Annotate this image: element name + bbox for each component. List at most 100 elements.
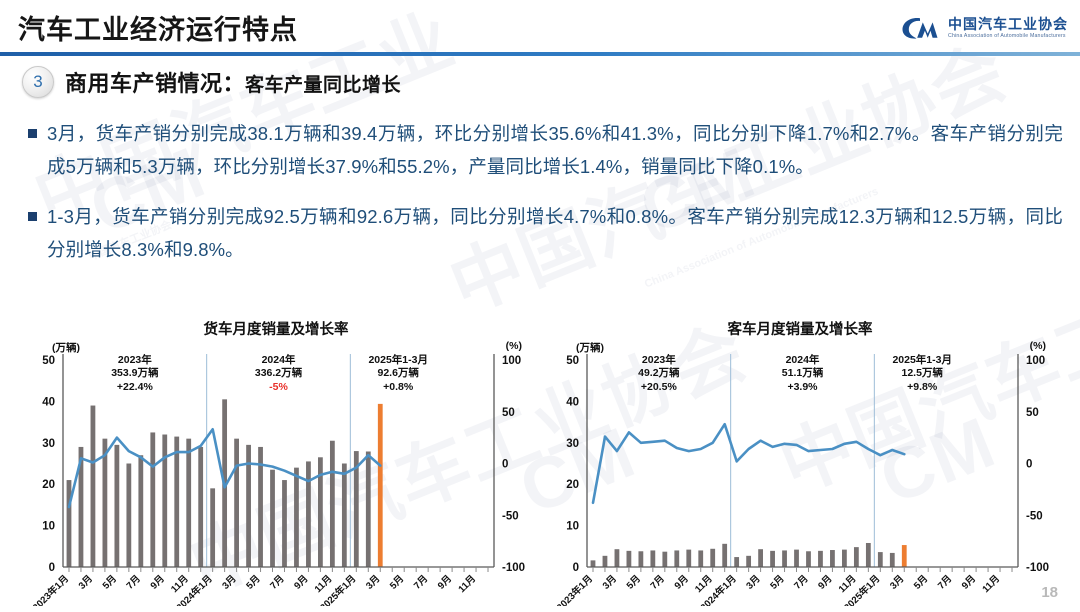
svg-text:0: 0 (1026, 459, 1032, 471)
svg-text:3月: 3月 (364, 573, 382, 591)
y2-axis-unit-label: (%) (1029, 340, 1046, 352)
svg-text:50: 50 (42, 355, 55, 367)
svg-text:3月: 3月 (888, 573, 906, 591)
svg-text:7月: 7月 (268, 573, 286, 591)
section-heading: 3 商用车产销情况：客车产量同比增长 (22, 66, 401, 98)
annotation-period: 2023年 (641, 354, 676, 366)
y-axis-unit-label: (万辆) (52, 342, 80, 354)
period-annotation: 2024年 51.1万辆 +3.9% (743, 354, 863, 394)
annotation-period: 2024年 (261, 354, 296, 366)
svg-text:-100: -100 (1026, 562, 1049, 574)
annotation-growth: +20.5% (640, 380, 677, 393)
svg-text:0: 0 (573, 562, 579, 574)
svg-text:2023年1月: 2023年1月 (554, 573, 595, 606)
svg-text:20: 20 (42, 479, 55, 491)
svg-text:-100: -100 (502, 562, 525, 574)
svg-text:7月: 7月 (649, 573, 667, 591)
section-title-sub: 客车产量同比增长 (245, 75, 402, 96)
annotation-growth: +9.8% (907, 380, 938, 393)
svg-text:-50: -50 (1026, 510, 1043, 522)
section-title: 商用车产销情况：客车产量同比增长 (65, 66, 401, 98)
svg-text:5月: 5月 (625, 573, 643, 591)
annotation-total: 336.2万辆 (254, 367, 303, 380)
svg-text:100: 100 (1026, 355, 1045, 367)
annotation-period: 2025年1-3月 (892, 354, 952, 366)
annotation-period: 2024年 (785, 354, 820, 366)
svg-text:40: 40 (42, 396, 55, 408)
svg-text:3月: 3月 (77, 573, 95, 591)
brand-logo: 中国汽车工业协会 China Association of Automobile… (899, 10, 1068, 46)
page-title: 汽车工业经济运行特点 (18, 15, 298, 45)
annotation-total: 49.2万辆 (638, 367, 680, 380)
page-header: 汽车工业经济运行特点 中国汽车工业协会 China Association of… (0, 0, 1080, 56)
svg-text:9月: 9月 (292, 573, 310, 591)
list-item: 3月，货车产销分别完成38.1万辆和39.4万辆，环比分别增长35.6%和41.… (28, 118, 1063, 184)
svg-text:100: 100 (502, 355, 521, 367)
svg-text:5月: 5月 (768, 573, 786, 591)
annotation-growth: -5% (269, 380, 288, 393)
bullet-square-icon (28, 129, 37, 138)
header-divider (0, 52, 1080, 56)
svg-text:5月: 5月 (912, 573, 930, 591)
svg-text:9月: 9月 (149, 573, 167, 591)
svg-text:5月: 5月 (388, 573, 406, 591)
y2-axis-unit-label: (%) (505, 340, 522, 352)
svg-text:20: 20 (566, 479, 579, 491)
cam-logo-icon (902, 17, 938, 39)
svg-text:11月: 11月 (980, 573, 1002, 595)
period-annotation: 2024年 336.2万辆 -5% (219, 354, 339, 394)
list-item: 1-3月，货车产销分别完成92.5万辆和92.6万辆，同比分别增长4.7%和0.… (28, 201, 1063, 267)
svg-text:50: 50 (502, 407, 515, 419)
svg-text:7月: 7月 (936, 573, 954, 591)
period-annotation: 2025年1-3月 12.5万辆 +9.8% (862, 354, 982, 394)
bullet-text: 1-3月，货车产销分别完成92.5万辆和92.6万辆，同比分别增长4.7%和0.… (47, 205, 1063, 260)
period-annotation: 2023年 49.2万辆 +20.5% (599, 354, 719, 394)
svg-text:50: 50 (1026, 407, 1039, 419)
svg-text:7月: 7月 (792, 573, 810, 591)
page-number: 18 (1041, 584, 1058, 601)
logo-title-en: China Association of Automobile Manufact… (948, 32, 1066, 39)
annotation-total: 353.9万辆 (111, 367, 159, 380)
section-title-main: 商用车产销情况： (65, 71, 246, 96)
logo-title-cn: 中国汽车工业协会 (948, 15, 1068, 32)
bullet-square-icon (28, 211, 37, 221)
svg-text:11月: 11月 (456, 573, 478, 595)
period-annotation: 2025年1-3月 92.6万辆 +0.8% (338, 354, 458, 394)
svg-text:5月: 5月 (244, 573, 262, 591)
svg-text:10: 10 (566, 521, 579, 533)
bus-monthly-sales-chart: 客车月度销量及增长率 (万辆) (%) 50 40 30 20 10 0 100 50 0 -50… (540, 318, 1060, 606)
chart-title: 客车月度销量及增长率 (727, 322, 873, 338)
svg-text:7月: 7月 (125, 573, 143, 591)
section-number-badge: 3 (22, 66, 54, 98)
y-axis-unit-label: (万辆) (576, 342, 604, 354)
svg-text:9月: 9月 (960, 573, 978, 591)
svg-text:10: 10 (42, 521, 55, 533)
svg-text:50: 50 (566, 355, 579, 367)
annotation-period: 2025年1-3月 (368, 354, 428, 366)
annotation-total: 12.5万辆 (901, 367, 943, 380)
bullet-list: 3月，货车产销分别完成38.1万辆和39.4万辆，环比分别增长35.6%和41.… (28, 118, 1063, 284)
svg-text:0: 0 (502, 459, 508, 471)
svg-text:3月: 3月 (220, 573, 238, 591)
svg-text:30: 30 (566, 438, 579, 450)
svg-text:7月: 7月 (412, 573, 430, 591)
svg-text:9月: 9月 (436, 573, 454, 591)
annotation-total: 51.1万辆 (781, 367, 824, 380)
svg-text:2023年1月: 2023年1月 (30, 573, 71, 606)
annotation-growth: +0.8% (383, 380, 414, 393)
svg-text:5月: 5月 (101, 573, 119, 591)
svg-text:3月: 3月 (744, 573, 762, 591)
chart-title: 货车月度销量及增长率 (203, 322, 349, 338)
annotation-growth: +3.9% (787, 380, 818, 393)
annotation-total: 92.6万辆 (377, 367, 419, 380)
svg-text:9月: 9月 (816, 573, 834, 591)
svg-text:9月: 9月 (673, 573, 691, 591)
svg-text:-50: -50 (502, 510, 519, 522)
svg-text:3月: 3月 (601, 573, 619, 591)
bullet-text: 3月，货车产销分别完成38.1万辆和39.4万辆，环比分别增长35.6%和41.… (47, 123, 1063, 177)
svg-text:30: 30 (42, 438, 55, 450)
period-annotation: 2023年 353.9万辆 +22.4% (75, 354, 195, 394)
truck-monthly-sales-chart: 货车月度销量及增长率 (万辆) (%) 50 40 30 20 10 0 100 50 0 -50… (16, 318, 536, 606)
